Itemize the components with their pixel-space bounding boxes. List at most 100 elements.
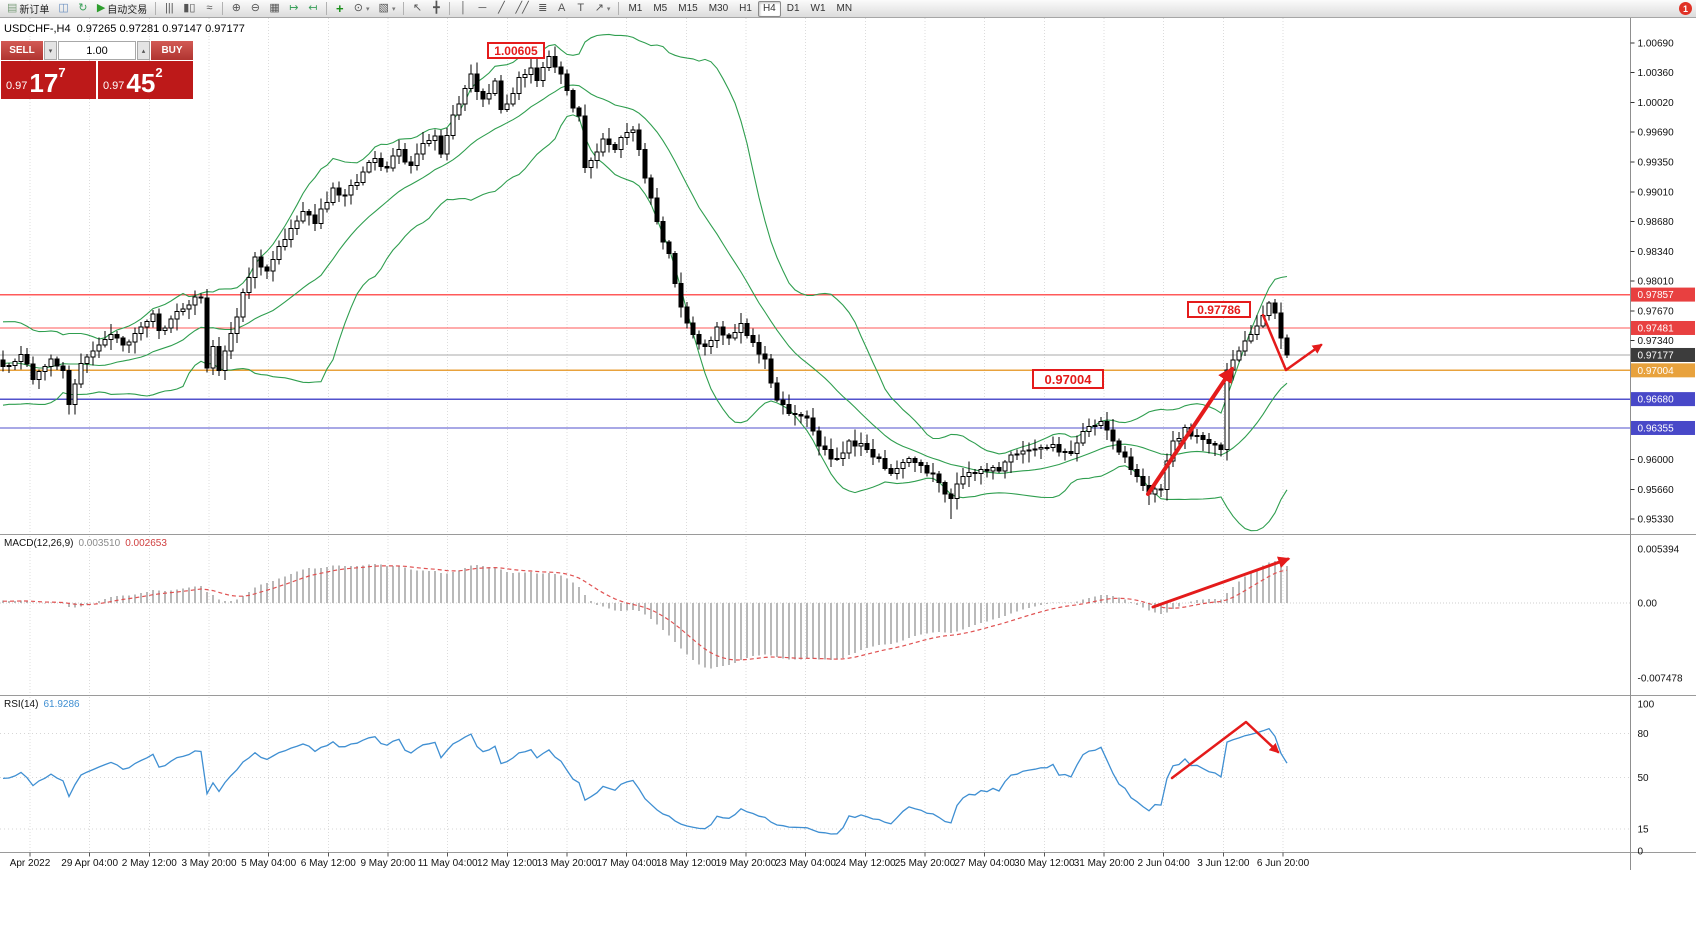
rsi-value: 61.9286 [43,699,80,710]
timeframe-m30-button[interactable]: M30 [708,3,729,14]
svg-text:-0.007478: -0.007478 [1638,673,1683,684]
price-axis[interactable]: 1.00690 1.00360 1.00020 0.99690 0.99350 0.990… [1630,18,1696,870]
price-callout-peak[interactable]: 1.00605 [487,42,545,59]
templates-button[interactable]: ▧ ▾ [375,1,400,17]
svg-text:3 Jun 12:00: 3 Jun 12:00 [1197,858,1250,869]
volume-decrease-button[interactable]: ▾ [44,41,57,60]
text-label-button[interactable]: T [572,1,590,17]
horizontal-line-button[interactable]: ─ [473,1,491,17]
arrows-button[interactable]: ↗ ▾ [591,1,615,17]
svg-text:0.97670: 0.97670 [1638,307,1675,318]
cursor-button[interactable]: ↖ [408,1,426,17]
svg-text:3 May 20:00: 3 May 20:00 [181,858,236,869]
toolbar-separator [325,2,327,15]
price-callout-recent-high[interactable]: 0.97786 [1187,301,1251,318]
rsi-label: RSI(14) 61.9286 [4,699,85,710]
svg-text:0.00: 0.00 [1638,599,1658,610]
buy-price-big: 45 [126,68,156,99]
chart-title: USDCHF-,H4 0.97265 0.97281 0.97147 0.9717… [4,23,251,35]
svg-text:17 May 04:00: 17 May 04:00 [596,858,657,869]
buy-price-pip: 2 [155,65,163,80]
one-click-trade-panel: SELL ▾ 1.00 ▴ BUY 0.97 17 7 0.97 45 2 [1,41,193,99]
refresh-button[interactable]: ↻ [74,1,92,17]
svg-text:0.96000: 0.96000 [1638,455,1675,466]
buy-button[interactable]: BUY [151,41,193,60]
svg-text:0.99690: 0.99690 [1638,127,1675,138]
auto-scroll-button[interactable]: ↦ [285,1,303,17]
chart-shift-button[interactable]: ↤ [304,1,322,17]
timeframe-h4-button[interactable]: H4 [757,0,781,17]
sell-button[interactable]: SELL [1,41,43,60]
timeframe-m5-button[interactable]: M5 [653,3,668,14]
tile-windows-icon: ▦ [269,2,280,14]
panel-separators[interactable] [0,534,1696,853]
price-callout-pivot[interactable]: 0.97004 [1032,369,1104,389]
chart-plot[interactable]: 1.00690 1.00360 1.00020 0.99690 0.99350 0.990… [0,18,1696,938]
bar-chart-button[interactable]: ||| [160,1,178,17]
indicators-button[interactable]: + [331,1,349,17]
sell-price-pip: 7 [58,65,66,80]
volume-input[interactable]: 1.00 [58,41,136,60]
fibonacci-button[interactable]: ≣ [534,1,552,17]
annotation-arrows[interactable] [1146,313,1323,780]
timeframe-d1-button[interactable]: D1 [786,3,800,14]
notification-badge[interactable]: 1 [1679,2,1692,15]
tile-windows-button[interactable]: ▦ [265,1,283,17]
periods-button[interactable]: ⊙ ▾ [350,1,374,17]
level-lines[interactable] [0,293,1630,429]
horizontal-line-icon: ─ [478,2,487,14]
bar-chart-icon: ||| [164,2,174,14]
toolbar-separator [403,2,405,15]
svg-text:100: 100 [1638,700,1655,711]
timeframe-mn-button[interactable]: MN [836,3,853,14]
channel-button[interactable]: ╱╱ [511,1,532,17]
vertical-line-button[interactable]: │ [454,1,472,17]
svg-text:0.96680: 0.96680 [1638,395,1675,406]
arrows-icon: ↗ [594,2,604,14]
svg-text:2 May 12:00: 2 May 12:00 [122,858,177,869]
profile-button[interactable]: ◫ [54,1,72,17]
timeframe-m15-button[interactable]: M15 [678,3,698,14]
svg-text:0.98340: 0.98340 [1638,247,1675,258]
grid-lines [0,18,1630,851]
sell-price-button[interactable]: 0.97 17 7 [1,61,96,99]
svg-text:0.97340: 0.97340 [1638,336,1675,347]
volume-increase-button[interactable]: ▴ [137,41,150,60]
macd-up-trend-arrow[interactable] [1151,556,1291,609]
autotrading-button[interactable]: ▶ 自动交易 [93,1,151,17]
line-chart-button[interactable]: ≈ [200,1,218,17]
cursor-icon: ↖ [412,2,423,14]
buy-price-button[interactable]: 0.97 45 2 [98,61,193,99]
svg-text:29 Apr 04:00: 29 Apr 04:00 [61,858,118,869]
timeframe-w1-button[interactable]: W1 [810,3,826,14]
rsi-peak-arrow[interactable] [1170,720,1280,780]
line-chart-icon: ≈ [206,2,213,14]
vertical-line-icon: │ [460,2,467,14]
macd-histogram [2,561,1288,669]
trade-price-row: 0.97 17 7 0.97 45 2 [1,61,193,99]
svg-text:6 Jun 20:00: 6 Jun 20:00 [1257,858,1310,869]
text-button[interactable]: A [553,1,571,17]
svg-text:5 May 04:00: 5 May 04:00 [241,858,296,869]
sell-price-prefix: 0.97 [6,80,28,92]
svg-text:0.95330: 0.95330 [1638,515,1675,526]
periods-icon: ⊙ [353,2,364,14]
crosshair-button[interactable]: ╋ [427,1,445,17]
zoom-in-button[interactable]: ⊕ [227,1,245,17]
toolbar: ▤ 新订单 ◫ ↻ ▶ 自动交易 ||| ▮▯ ≈ ⊕ ⊖ ▦ ↦ ↤ + ⊙ ▾ ▧ ▾ ↖ ╋ │ ─ ╱ ╱╱ ≣ A T ↗ ▾ M… [0,0,1696,18]
chart-window: 1.00690 1.00360 1.00020 0.99690 0.99350 0.990… [0,18,1696,938]
price-up-trend-arrow[interactable] [1146,366,1234,496]
trade-controls-row: SELL ▾ 1.00 ▴ BUY [1,41,193,60]
price-pullback-arrow[interactable] [1261,313,1323,372]
svg-text:13 May 20:00: 13 May 20:00 [537,858,598,869]
timeframe-h1-button[interactable]: H1 [739,3,752,14]
trendline-button[interactable]: ╱ [492,1,510,17]
svg-text:12 May 12:00: 12 May 12:00 [477,858,538,869]
candlestick-chart-button[interactable]: ▮▯ [179,1,199,17]
timeframe-m1-button[interactable]: M1 [628,3,643,14]
caret-down-icon: ▾ [391,5,396,13]
zoom-out-button[interactable]: ⊖ [246,1,264,17]
new-order-icon: ▤ [7,2,18,14]
new-order-button[interactable]: ▤ 新订单 [3,1,53,17]
time-axis[interactable]: Apr 2022 29 Apr 04:00 2 May 12:00 3 May 20:… [10,852,1310,870]
